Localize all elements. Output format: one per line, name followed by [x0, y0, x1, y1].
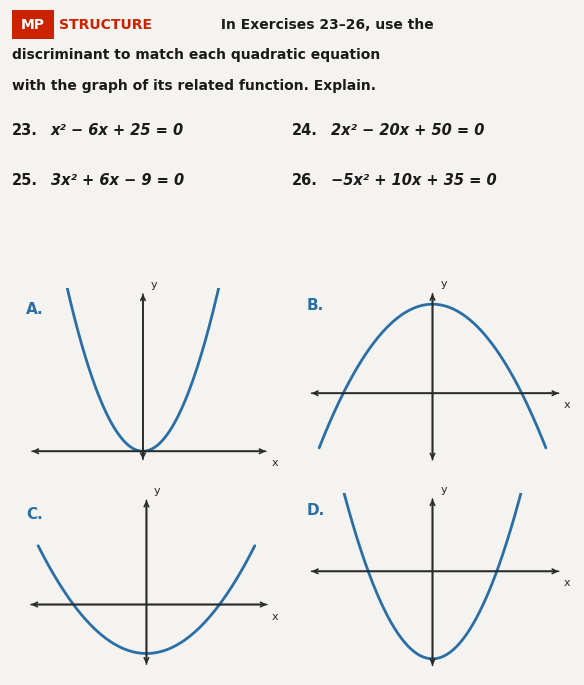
Text: y: y — [151, 279, 157, 290]
Text: B.: B. — [306, 297, 324, 312]
Text: −5x² + 10x + 35 = 0: −5x² + 10x + 35 = 0 — [331, 173, 497, 188]
Text: In Exercises 23–26, use the: In Exercises 23–26, use the — [216, 18, 434, 32]
Text: 25.: 25. — [12, 173, 38, 188]
Text: with the graph of its related function. Explain.: with the graph of its related function. … — [12, 79, 376, 93]
Text: y: y — [154, 486, 161, 496]
Text: 26.: 26. — [292, 173, 318, 188]
Text: D.: D. — [306, 503, 325, 518]
Text: x: x — [564, 400, 571, 410]
Text: x: x — [272, 458, 278, 469]
Text: MP: MP — [20, 18, 45, 32]
Text: discriminant to match each quadratic equation: discriminant to match each quadratic equ… — [12, 49, 380, 62]
Text: x: x — [272, 612, 279, 621]
Text: 3x² + 6x − 9 = 0: 3x² + 6x − 9 = 0 — [51, 173, 184, 188]
Text: STRUCTURE: STRUCTURE — [60, 18, 152, 32]
Text: y: y — [440, 484, 447, 495]
Text: A.: A. — [26, 302, 44, 317]
Text: 24.: 24. — [292, 123, 318, 138]
Text: 2x² − 20x + 50 = 0: 2x² − 20x + 50 = 0 — [331, 123, 485, 138]
Text: x² − 6x + 25 = 0: x² − 6x + 25 = 0 — [51, 123, 184, 138]
FancyBboxPatch shape — [12, 10, 54, 39]
Text: 23.: 23. — [12, 123, 37, 138]
Text: x: x — [564, 578, 571, 588]
Text: y: y — [440, 279, 447, 289]
Text: C.: C. — [26, 506, 43, 521]
